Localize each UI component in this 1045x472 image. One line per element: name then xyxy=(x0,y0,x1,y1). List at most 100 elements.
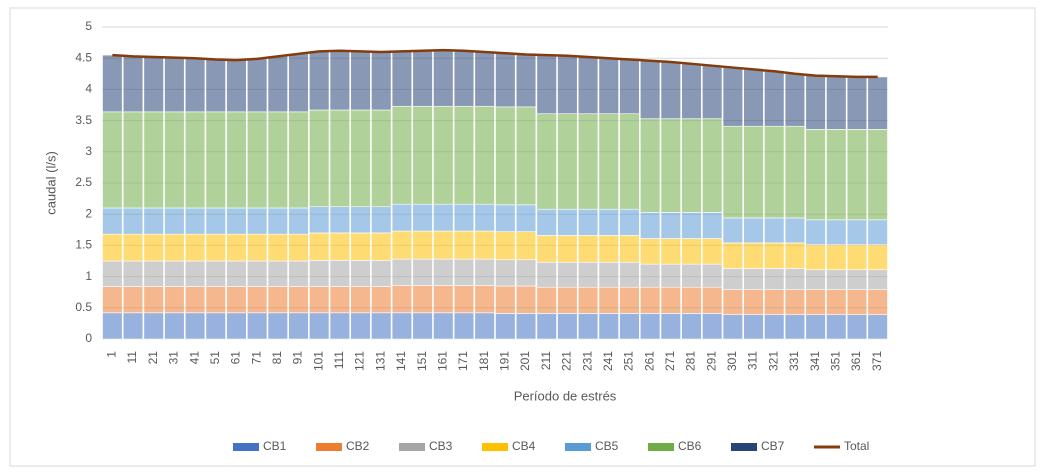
bar-segment xyxy=(702,118,723,213)
bar-segment xyxy=(826,269,847,291)
bar-segment xyxy=(577,113,599,210)
bar-segment xyxy=(536,286,557,314)
bar-segment xyxy=(184,312,206,340)
bar-segment xyxy=(764,242,785,269)
bar-segment xyxy=(453,203,475,232)
bar-segment xyxy=(495,52,516,108)
bar-segment xyxy=(309,232,330,261)
bar-segment xyxy=(536,113,557,210)
bar-segment xyxy=(433,285,454,314)
bar-segment xyxy=(826,289,847,315)
bar-segment xyxy=(764,71,785,127)
bar-segment xyxy=(619,261,640,288)
x-tick-label: 131 xyxy=(373,351,387,371)
bar-segment xyxy=(805,269,826,291)
bar-segment xyxy=(267,56,288,113)
bar-segment xyxy=(226,286,247,314)
x-tick-label: 231 xyxy=(580,351,594,371)
bar-segment xyxy=(784,268,806,291)
bar-segment xyxy=(267,207,288,235)
bar-segment xyxy=(246,286,268,314)
bar-segment xyxy=(288,233,309,262)
bar-segment xyxy=(722,289,744,315)
bar-segment xyxy=(846,289,868,315)
bar-segment xyxy=(391,105,413,205)
bar-segment xyxy=(702,313,723,340)
bar-segment xyxy=(329,312,351,340)
bar-segment xyxy=(164,260,185,287)
bar-segment xyxy=(164,207,185,235)
bar-segment xyxy=(267,111,288,209)
bar-segment xyxy=(598,113,619,210)
bar-segment xyxy=(722,242,744,269)
x-tick-label: 271 xyxy=(663,351,677,371)
bar-segment xyxy=(495,106,516,206)
bar-segment xyxy=(619,208,640,236)
x-tick-label: 71 xyxy=(249,351,263,365)
bar-segment xyxy=(164,57,185,113)
bar-segment xyxy=(453,105,475,205)
bar-segment xyxy=(577,235,599,263)
bar-segment xyxy=(660,238,681,265)
bar-segment xyxy=(515,54,537,108)
bar-segment xyxy=(205,59,226,113)
bar-segment xyxy=(288,286,309,314)
bar-segment xyxy=(246,111,268,209)
x-tick-label: 251 xyxy=(622,351,636,371)
bar-segment xyxy=(660,212,681,239)
bar-segment xyxy=(412,105,433,205)
bar-segment xyxy=(205,312,226,340)
x-tick-label: 331 xyxy=(787,351,801,371)
bar-segment xyxy=(577,261,599,288)
x-tick-label: 221 xyxy=(560,351,574,371)
bar-segment xyxy=(681,118,702,213)
x-tick-label: 101 xyxy=(311,351,325,371)
bar-segment xyxy=(805,219,826,246)
legend-swatch xyxy=(316,443,342,451)
legend-swatch xyxy=(565,443,591,451)
bar-segment xyxy=(577,286,599,314)
bar-segment xyxy=(764,125,785,219)
bar-segment xyxy=(846,129,868,221)
bar-segment xyxy=(660,263,681,288)
bar-segment xyxy=(412,312,433,340)
legend-label: CB2 xyxy=(346,439,370,453)
y-tick-label: 3.5 xyxy=(75,113,92,127)
bar-segment xyxy=(226,260,247,287)
bar-segment xyxy=(412,230,433,260)
bar-segment xyxy=(267,286,288,314)
bar-segment xyxy=(433,105,454,205)
bar-segment xyxy=(143,286,164,314)
bar-segment xyxy=(805,75,826,130)
bar-segment xyxy=(391,51,413,107)
y-tick-label: 3 xyxy=(85,144,92,158)
bar-segment xyxy=(329,286,351,314)
bar-segment xyxy=(122,286,144,314)
x-tick-label: 281 xyxy=(684,351,698,371)
bar-segment xyxy=(846,314,868,340)
bar-segment xyxy=(660,61,681,120)
bar-segment xyxy=(184,57,206,113)
bar-segment xyxy=(205,111,226,209)
legend-label: CB5 xyxy=(595,439,619,453)
bar-segment xyxy=(309,312,330,340)
x-tick-label: 311 xyxy=(746,351,760,370)
bar-segment xyxy=(433,312,454,340)
bar-segment xyxy=(495,285,516,314)
bar-segment xyxy=(826,129,847,221)
bar-segment xyxy=(288,207,309,235)
bar-segment xyxy=(515,106,537,206)
bar-segment xyxy=(867,314,888,340)
bar-segment xyxy=(743,268,764,291)
bar-segment xyxy=(391,312,413,340)
bar-segment xyxy=(495,231,516,261)
bar-segment xyxy=(205,233,226,262)
bar-segment xyxy=(515,259,537,287)
bar-segment xyxy=(598,286,619,314)
bar-segment xyxy=(639,286,661,314)
bar-segment xyxy=(102,207,123,235)
bar-segment xyxy=(639,60,661,120)
bar-segment xyxy=(681,238,702,265)
bar-segment xyxy=(598,208,619,236)
bar-segment xyxy=(474,230,495,260)
